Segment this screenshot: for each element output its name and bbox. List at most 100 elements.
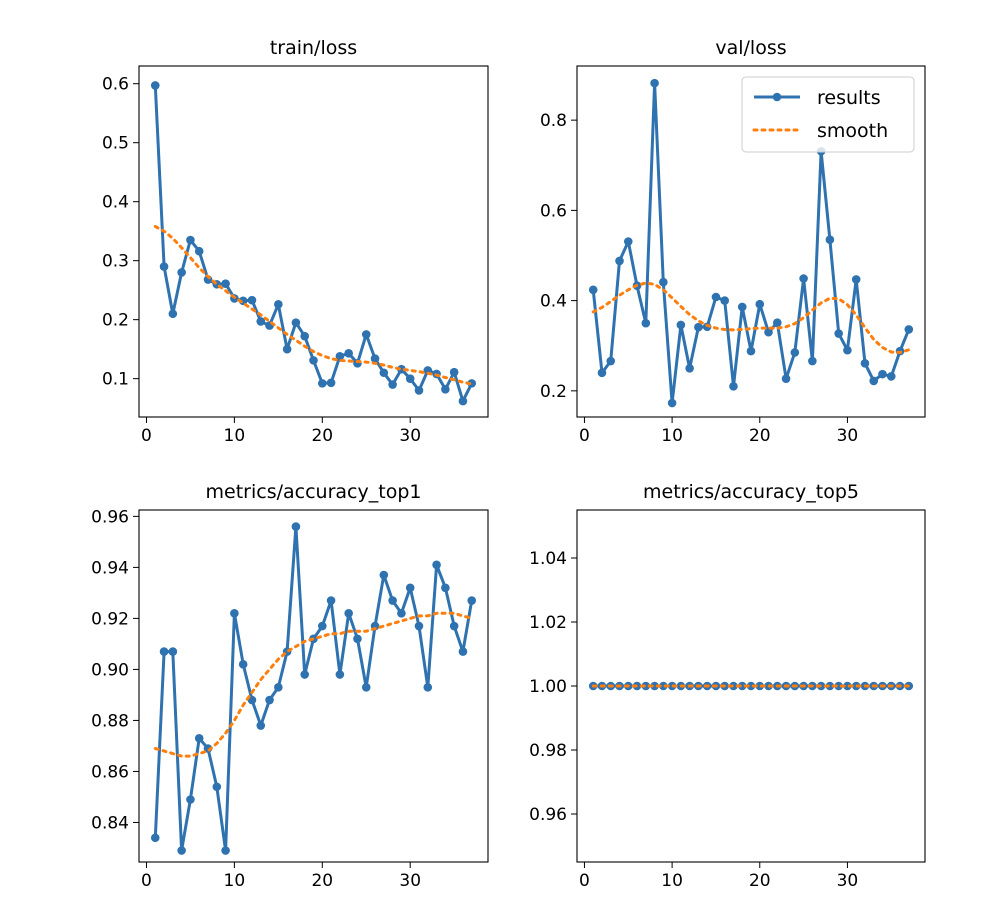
y-tick-label: 0.96 bbox=[91, 507, 129, 527]
results-point bbox=[300, 670, 310, 679]
results-point bbox=[685, 363, 694, 373]
results-point bbox=[441, 583, 450, 593]
y-tick-label: 0.88 bbox=[91, 711, 129, 731]
y-tick-label: 0.6 bbox=[102, 75, 129, 95]
y-tick-label: 0.3 bbox=[102, 252, 129, 272]
results-point bbox=[150, 81, 160, 90]
results-point bbox=[326, 596, 336, 605]
results-line bbox=[153, 85, 474, 403]
results-point bbox=[834, 329, 843, 338]
results-point bbox=[256, 721, 266, 730]
plot-frame bbox=[576, 509, 926, 863]
results-point bbox=[317, 621, 327, 631]
accuracy-top5-panel: metrics/accuracy_top5 0 10 20 30 0.96 0.98 1.00… bbox=[529, 481, 926, 891]
results-point bbox=[467, 379, 477, 388]
results-point bbox=[737, 681, 747, 691]
results-point bbox=[659, 681, 668, 691]
y-tick-label: 0.2 bbox=[540, 382, 567, 402]
results-point bbox=[326, 378, 336, 388]
results-point bbox=[256, 317, 266, 326]
results-point bbox=[860, 359, 870, 368]
results-point bbox=[458, 396, 468, 406]
results-point bbox=[676, 320, 686, 330]
results-point bbox=[441, 384, 450, 394]
results-point bbox=[834, 681, 843, 691]
results-point bbox=[746, 681, 756, 691]
results-point bbox=[878, 369, 887, 379]
results-point bbox=[458, 647, 468, 656]
results-point bbox=[737, 302, 747, 312]
y-tick-label: 0.86 bbox=[91, 762, 129, 782]
results-point bbox=[265, 695, 274, 705]
x-tick-label: 30 bbox=[399, 871, 421, 891]
y-tick-label: 1.02 bbox=[529, 613, 567, 633]
results-point bbox=[221, 846, 230, 855]
results-point bbox=[851, 275, 861, 284]
results-point bbox=[282, 344, 292, 354]
results-point bbox=[168, 309, 178, 319]
results-point bbox=[300, 331, 310, 341]
y-tick-label: 0.92 bbox=[91, 609, 129, 629]
results-point bbox=[711, 292, 721, 302]
results-point bbox=[159, 647, 169, 656]
results-point bbox=[623, 237, 633, 246]
results-point bbox=[641, 681, 651, 691]
results-point bbox=[379, 368, 389, 378]
y-tick-label: 0.6 bbox=[540, 201, 567, 221]
results-point bbox=[799, 274, 808, 283]
x-tick-label: 0 bbox=[579, 871, 590, 891]
results-point bbox=[423, 682, 433, 692]
results-point bbox=[869, 376, 879, 386]
results-point bbox=[370, 354, 380, 363]
results-point bbox=[177, 268, 186, 277]
y-tick-label: 1.04 bbox=[529, 549, 567, 569]
results-point bbox=[212, 782, 222, 792]
results-point bbox=[150, 833, 160, 843]
smooth-line bbox=[153, 225, 474, 386]
results-point bbox=[886, 372, 896, 381]
plot-frame bbox=[138, 509, 489, 863]
x-tick-label: 30 bbox=[399, 426, 421, 446]
plot-frame bbox=[576, 65, 926, 418]
x-tick-label: 20 bbox=[311, 871, 333, 891]
results-point bbox=[904, 325, 914, 334]
results-point bbox=[397, 364, 406, 374]
results-point bbox=[843, 681, 852, 691]
results-point bbox=[194, 246, 204, 256]
x-tick-label: 10 bbox=[661, 426, 683, 446]
results-point bbox=[641, 318, 651, 328]
results-point bbox=[186, 235, 195, 245]
y-tick-label: 0.4 bbox=[102, 193, 129, 213]
x-tick-label: 30 bbox=[837, 871, 859, 891]
y-tick-label: 0.5 bbox=[102, 134, 129, 154]
results-point bbox=[449, 621, 459, 631]
results-point bbox=[772, 318, 782, 328]
results-point bbox=[667, 398, 677, 408]
legend-results-marker bbox=[772, 92, 782, 102]
results-point bbox=[432, 560, 441, 570]
results-point bbox=[615, 256, 624, 266]
accuracy-top1-panel: metrics/accuracy_top1 0 10 20 30 0.84 0.86 0.88… bbox=[91, 481, 489, 891]
y-tick-label: 0.94 bbox=[91, 558, 129, 578]
y-tick-label: 0.2 bbox=[102, 311, 129, 331]
chart-title: metrics/accuracy_top1 bbox=[206, 481, 422, 503]
x-tick-label: 10 bbox=[224, 426, 246, 446]
plot-frame bbox=[138, 65, 489, 418]
legend-smooth-label: smooth bbox=[817, 120, 888, 142]
x-tick-label: 10 bbox=[224, 871, 246, 891]
results-point bbox=[335, 670, 345, 679]
results-point bbox=[755, 299, 765, 309]
results-point bbox=[274, 300, 283, 309]
results-point bbox=[388, 380, 397, 389]
results-point bbox=[344, 609, 353, 618]
results-point bbox=[177, 846, 186, 855]
x-tick-label: 30 bbox=[837, 426, 859, 446]
results-point bbox=[781, 374, 791, 383]
results-point bbox=[606, 356, 616, 366]
results-point bbox=[317, 379, 327, 388]
results-point bbox=[650, 681, 659, 691]
results-point bbox=[414, 386, 424, 395]
results-point bbox=[405, 583, 415, 593]
results-point bbox=[230, 609, 239, 618]
